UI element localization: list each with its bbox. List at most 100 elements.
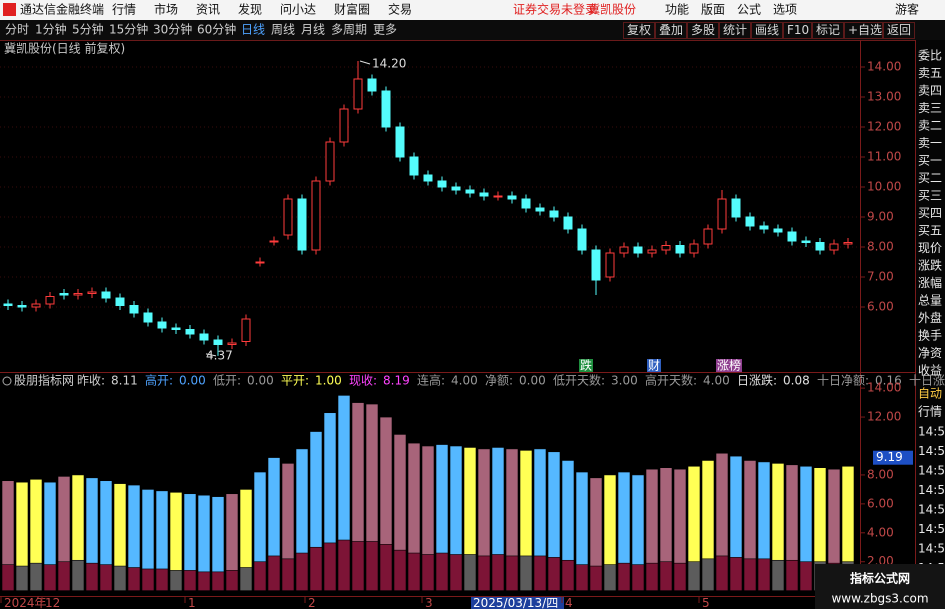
period-tab[interactable]: 周线	[271, 23, 295, 37]
indicator-base-bar	[155, 568, 169, 591]
quote-label[interactable]: 买五	[918, 224, 942, 238]
toolbar-button-label[interactable]: 复权	[627, 23, 651, 37]
toolbar-button-label[interactable]: 画线	[755, 23, 779, 37]
quote-label[interactable]: 卖二	[918, 119, 942, 133]
event-marker-label[interactable]: 跌	[580, 358, 592, 373]
indicator-base-bar	[617, 562, 631, 591]
toolbar-button-label[interactable]: 标记	[816, 23, 840, 37]
toolbar-button[interactable]	[751, 22, 783, 39]
info-label: 日涨跌:	[737, 373, 777, 388]
toolbar-button-label[interactable]: 统计	[723, 23, 747, 37]
indicator-base-bar	[645, 562, 659, 591]
toolbar-button-label[interactable]: 多股	[691, 23, 715, 37]
quote-label[interactable]: 涨幅	[918, 275, 942, 290]
period-tab[interactable]: 多周期	[331, 23, 367, 37]
period-tab[interactable]: 月线	[301, 23, 325, 37]
trade-time: 14:56	[918, 425, 945, 439]
menu-item[interactable]: 功能	[665, 3, 689, 17]
event-marker[interactable]	[716, 359, 742, 372]
quote-label[interactable]: 买四	[918, 206, 942, 220]
period-tab[interactable]: 日线	[241, 23, 265, 37]
login-status[interactable]: 证券交易未登录	[513, 2, 597, 17]
indicator-base-bar	[351, 541, 365, 591]
menu-item[interactable]: 发现	[238, 2, 262, 17]
quote-label[interactable]: 现价	[918, 241, 942, 255]
period-tab[interactable]: 5分钟	[72, 22, 104, 37]
candle-body	[367, 78, 377, 92]
user[interactable]: 游客	[895, 2, 919, 17]
indicator-base-bar	[799, 561, 813, 591]
y-tick-label: 9.00	[867, 210, 894, 224]
toolbar-button[interactable]	[883, 22, 915, 39]
menu-item[interactable]: 问小达	[280, 3, 316, 17]
period-tab[interactable]: 更多	[373, 23, 397, 37]
toolbar-button[interactable]	[687, 22, 719, 39]
indicator-base-bar	[659, 561, 673, 591]
toolbar-button[interactable]	[812, 22, 844, 39]
period-tab[interactable]: 分时	[5, 23, 29, 37]
indicator-base-bar	[281, 558, 295, 591]
quote-label[interactable]: 外盘	[918, 310, 942, 325]
quote-label[interactable]: 卖四	[918, 84, 942, 98]
quote-label[interactable]: 买三	[918, 189, 942, 203]
quote-label[interactable]: 换手	[918, 329, 942, 343]
indicator-base-bar	[561, 559, 575, 591]
toolbar-button[interactable]	[655, 22, 687, 39]
trade-time: 14:56	[918, 444, 945, 458]
toolbar-button-label[interactable]: +自选	[848, 23, 882, 37]
x-axis-label: 3	[425, 596, 433, 609]
candle-body	[437, 180, 447, 188]
toolbar-button-label[interactable]: F10	[787, 23, 809, 37]
quote-label[interactable]: 卖五	[918, 66, 942, 80]
candle-body	[409, 156, 419, 176]
quote-label[interactable]: 卖三	[918, 101, 942, 115]
toolbar-button[interactable]	[623, 22, 655, 39]
quote-label[interactable]: 买二	[918, 171, 942, 185]
menu-item[interactable]: 公式	[737, 3, 761, 17]
indicator-base-bar	[505, 555, 519, 591]
app-name: 通达信金融终端	[20, 2, 104, 17]
quote-label[interactable]: 委比	[918, 49, 942, 63]
toolbar-button[interactable]	[844, 22, 883, 39]
indicator-base-bar	[589, 565, 603, 591]
event-marker-label[interactable]: 财	[648, 359, 660, 373]
quote-label[interactable]: 卖一	[918, 136, 942, 150]
menu-item[interactable]: 交易	[388, 2, 412, 17]
event-marker[interactable]	[579, 359, 593, 372]
quote-label[interactable]: 总量	[918, 294, 942, 308]
toolbar-button[interactable]	[719, 22, 751, 39]
indicator-base-bar	[575, 564, 589, 591]
period-tab[interactable]: 15分钟	[109, 22, 148, 37]
candle-body	[535, 207, 545, 212]
candle-body	[129, 305, 139, 314]
quote-label[interactable]: 买一	[918, 154, 942, 168]
info-label: 高开:	[145, 373, 173, 388]
quote-label[interactable]: 涨跌	[918, 258, 942, 273]
x-axis-label: 4	[565, 596, 573, 609]
menu-item[interactable]: 选项	[773, 3, 797, 17]
mode-label[interactable]: 自动	[918, 387, 942, 401]
indicator-base-bar	[211, 571, 225, 591]
mode-label[interactable]: 行情	[918, 405, 942, 419]
indicator-base-bar	[15, 565, 29, 591]
quote-label[interactable]: 收益	[918, 364, 942, 378]
period-tab[interactable]: 1分钟	[35, 22, 67, 37]
period-tab[interactable]: 30分钟	[153, 22, 192, 37]
menu-item[interactable]: 资讯	[196, 3, 220, 17]
indicator-base-bar	[197, 571, 211, 591]
event-marker[interactable]	[647, 359, 661, 372]
menu-item[interactable]: 财富圈	[334, 2, 370, 17]
menu-item[interactable]: 版面	[701, 3, 725, 17]
toolbar-button[interactable]	[783, 22, 812, 39]
toolbar-button-label[interactable]: 返回	[887, 23, 911, 37]
indicator-base-bar	[393, 549, 407, 591]
menu-item[interactable]: 行情	[112, 3, 136, 17]
chart-title: 冀凯股份(日线 前复权)	[4, 41, 125, 56]
toolbar-button-label[interactable]: 叠加	[659, 23, 683, 37]
quote-label[interactable]: 净资	[918, 346, 942, 360]
candle-body	[59, 293, 69, 296]
period-tab[interactable]: 60分钟	[197, 22, 236, 37]
menu-item[interactable]: 市场	[154, 2, 178, 17]
event-marker-label[interactable]: 涨榜	[717, 358, 741, 373]
info-label: 低开天数:	[553, 373, 605, 388]
